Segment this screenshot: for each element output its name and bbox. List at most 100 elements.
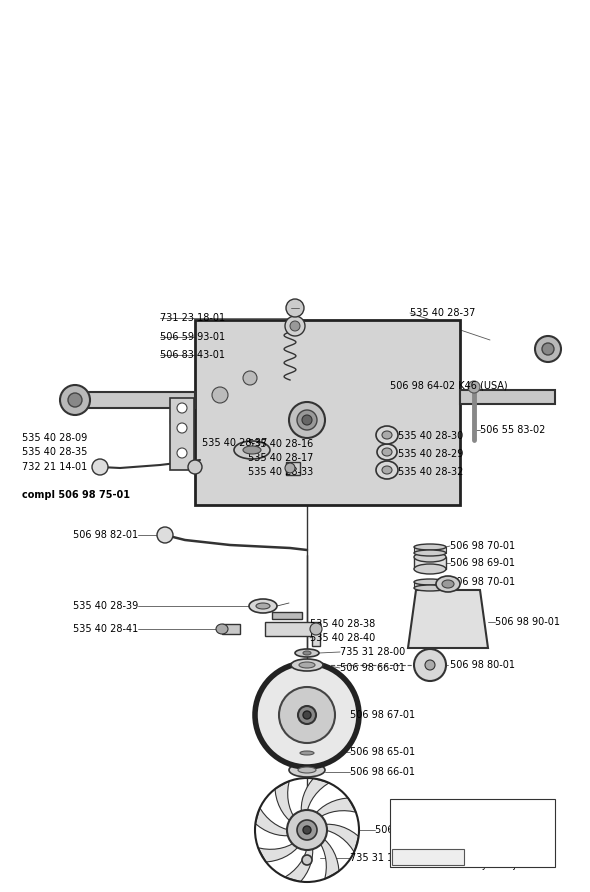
Ellipse shape	[376, 461, 398, 479]
Circle shape	[290, 321, 300, 331]
Text: 535 40 28-33: 535 40 28-33	[248, 467, 313, 477]
Text: 535 40 28-32: 535 40 28-32	[398, 467, 463, 477]
Circle shape	[298, 706, 316, 724]
Text: 506 98 82-01: 506 98 82-01	[73, 530, 138, 540]
Circle shape	[60, 385, 90, 415]
Bar	[460, 390, 555, 404]
Ellipse shape	[382, 448, 392, 456]
Text: 506 98 68-01: 506 98 68-01	[375, 825, 440, 835]
Circle shape	[177, 423, 187, 433]
Bar	[222, 624, 240, 634]
Text: 506 98 80-01: 506 98 80-01	[450, 660, 515, 670]
Polygon shape	[285, 847, 313, 881]
Text: xxx xx xx-xx: xxx xx xx-xx	[394, 853, 451, 862]
Ellipse shape	[414, 550, 446, 556]
Text: 506 98 64-02 K46 (USA): 506 98 64-02 K46 (USA)	[390, 380, 507, 390]
Circle shape	[157, 527, 173, 543]
Circle shape	[297, 820, 317, 840]
Circle shape	[542, 343, 554, 355]
Text: 535 40 28-09: 535 40 28-09	[22, 433, 87, 443]
Circle shape	[414, 649, 446, 681]
Ellipse shape	[249, 599, 277, 613]
Bar	[75, 392, 195, 408]
Circle shape	[287, 810, 327, 850]
Ellipse shape	[295, 649, 319, 657]
Ellipse shape	[382, 431, 392, 439]
Text: 731 23 18-01: 731 23 18-01	[160, 313, 225, 323]
Text: 535 40 28-37: 535 40 28-37	[202, 438, 267, 448]
Circle shape	[279, 687, 335, 743]
Circle shape	[177, 448, 187, 458]
Text: 506 98 67-01: 506 98 67-01	[350, 710, 415, 720]
Text: =: =	[467, 852, 475, 862]
Circle shape	[303, 826, 311, 834]
Circle shape	[285, 463, 295, 473]
Circle shape	[68, 393, 82, 407]
Polygon shape	[255, 808, 290, 836]
Circle shape	[92, 459, 108, 475]
Polygon shape	[258, 843, 299, 862]
Text: 535 40 28-37: 535 40 28-37	[410, 308, 476, 318]
Ellipse shape	[382, 466, 392, 474]
Text: 506 98 70-01: 506 98 70-01	[450, 541, 515, 551]
Text: 535 40 28-35: 535 40 28-35	[22, 447, 87, 457]
Polygon shape	[320, 838, 339, 879]
Ellipse shape	[216, 624, 228, 634]
Ellipse shape	[414, 552, 446, 562]
Polygon shape	[315, 798, 356, 817]
Text: compl 506 98 75-01: compl 506 98 75-01	[22, 490, 130, 500]
Text: 506 98 90-01: 506 98 90-01	[495, 617, 560, 627]
Ellipse shape	[377, 444, 397, 460]
Circle shape	[243, 371, 257, 385]
Polygon shape	[286, 462, 300, 475]
Ellipse shape	[436, 576, 460, 592]
Text: 506 98 65-01: 506 98 65-01	[350, 747, 415, 757]
Text: New part,: New part,	[475, 817, 519, 827]
Text: Ny detalj: Ny detalj	[475, 862, 516, 871]
Bar	[390, 799, 555, 867]
Ellipse shape	[299, 662, 315, 668]
Ellipse shape	[298, 767, 316, 773]
Text: 506 98 69-01: 506 98 69-01	[450, 558, 515, 568]
Ellipse shape	[291, 659, 323, 671]
Polygon shape	[265, 622, 320, 646]
Ellipse shape	[289, 763, 325, 777]
Circle shape	[285, 316, 305, 336]
Ellipse shape	[414, 579, 446, 585]
Polygon shape	[408, 590, 488, 648]
Polygon shape	[324, 824, 359, 852]
Text: 506 98 70-01: 506 98 70-01	[450, 577, 515, 587]
Text: 506 59 93-01: 506 59 93-01	[160, 332, 225, 342]
Ellipse shape	[414, 564, 446, 574]
Text: 535 40 28-38: 535 40 28-38	[310, 619, 375, 629]
Circle shape	[303, 711, 311, 719]
Circle shape	[188, 460, 202, 474]
Text: 735 31 28-00: 735 31 28-00	[340, 647, 405, 657]
Bar	[414, 547, 446, 553]
Text: Nueva pieza,: Nueva pieza,	[475, 850, 534, 860]
Text: 732 21 14-01: 732 21 14-01	[22, 462, 87, 472]
Circle shape	[212, 387, 228, 403]
Ellipse shape	[293, 748, 321, 758]
Text: 735 31 15-00: 735 31 15-00	[350, 853, 415, 863]
Bar	[414, 582, 446, 588]
Ellipse shape	[414, 544, 446, 550]
Text: 535 40 28-17: 535 40 28-17	[248, 453, 313, 463]
Polygon shape	[301, 779, 329, 813]
Ellipse shape	[243, 446, 261, 454]
Ellipse shape	[234, 441, 270, 459]
Text: 535 40 28-39: 535 40 28-39	[73, 601, 138, 611]
Bar	[195, 320, 460, 505]
Text: 506 98 66-01: 506 98 66-01	[350, 767, 415, 777]
Bar	[272, 612, 302, 619]
Text: 535 40 28-29: 535 40 28-29	[398, 449, 463, 459]
Bar	[392, 849, 464, 865]
Bar	[414, 557, 446, 569]
Text: 535 40 28-40: 535 40 28-40	[310, 633, 375, 643]
Text: 506 98 66-01: 506 98 66-01	[340, 663, 405, 673]
Circle shape	[310, 623, 322, 635]
Text: eReplacementParts.com: eReplacementParts.com	[168, 410, 422, 430]
Circle shape	[302, 415, 312, 425]
Polygon shape	[275, 781, 294, 822]
Circle shape	[535, 336, 561, 362]
